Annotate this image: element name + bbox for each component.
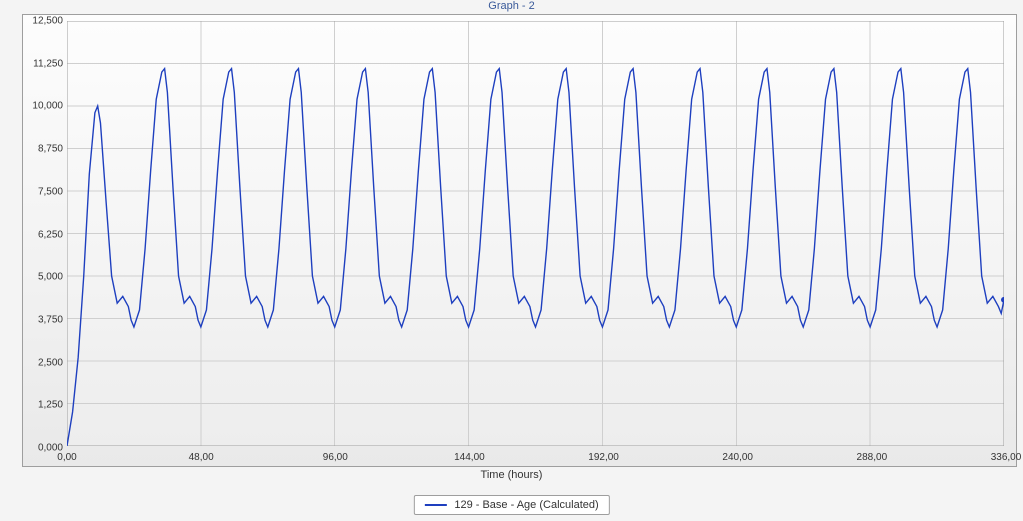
series-end-marker-icon xyxy=(1001,297,1004,303)
y-tick-label: 5,000 xyxy=(25,272,63,283)
chart-page: Graph - 2 Age (Calculated) (hours) 0,000… xyxy=(0,0,1023,521)
y-tick-label: 6,250 xyxy=(25,229,63,240)
x-tick-label: 96,00 xyxy=(323,452,348,463)
y-tick-label: 3,750 xyxy=(25,314,63,325)
x-tick-label: 288,00 xyxy=(857,452,888,463)
y-tick-label: 2,500 xyxy=(25,357,63,368)
y-tick-label: 8,750 xyxy=(25,144,63,155)
series-line xyxy=(67,69,1004,446)
x-tick-label: 0,00 xyxy=(57,452,76,463)
x-tick-label: 240,00 xyxy=(722,452,753,463)
y-tick-label: 12,500 xyxy=(25,16,63,27)
plot-svg xyxy=(67,21,1004,446)
y-tick-label: 7,500 xyxy=(25,186,63,197)
x-tick-label: 336,00 xyxy=(991,452,1022,463)
legend-swatch-icon xyxy=(424,504,446,506)
plot-area xyxy=(67,21,1004,446)
chart-frame: 0,0001,2502,5003,7505,0006,2507,5008,750… xyxy=(22,14,1017,467)
x-axis-label: Time (hours) xyxy=(0,469,1023,481)
y-tick-label: 10,000 xyxy=(25,101,63,112)
y-tick-label: 11,250 xyxy=(25,58,63,69)
x-tick-label: 192,00 xyxy=(588,452,619,463)
chart-title: Graph - 2 xyxy=(0,0,1023,12)
y-tick-label: 1,250 xyxy=(25,400,63,411)
legend-series-label: 129 - Base - Age (Calculated) xyxy=(454,499,598,511)
x-tick-label: 48,00 xyxy=(189,452,214,463)
legend: 129 - Base - Age (Calculated) xyxy=(413,495,609,515)
x-tick-label: 144,00 xyxy=(454,452,485,463)
